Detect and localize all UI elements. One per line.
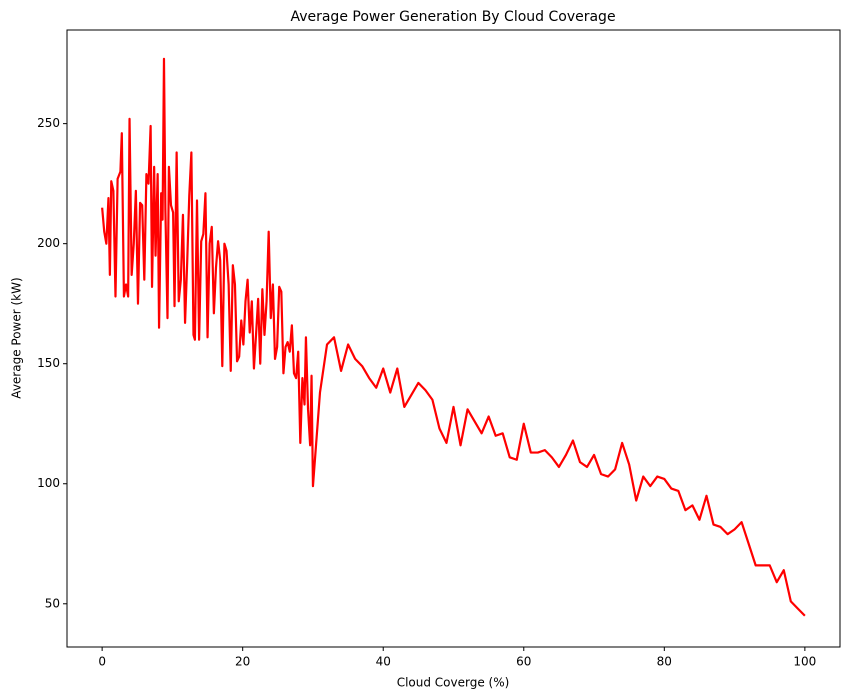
y-axis-label: Average Power (kW) <box>10 277 24 398</box>
x-tick-label: 0 <box>98 655 106 669</box>
x-tick-label: 40 <box>376 655 391 669</box>
y-tick-label: 200 <box>37 236 60 250</box>
x-tick-label: 60 <box>516 655 531 669</box>
x-tick-label: 20 <box>235 655 250 669</box>
chart-title: Average Power Generation By Cloud Covera… <box>290 9 615 25</box>
x-tick-label: 100 <box>793 655 816 669</box>
plot-frame <box>66 29 841 648</box>
y-tick-label: 100 <box>37 476 60 490</box>
y-tick-label: 50 <box>45 596 60 610</box>
y-tick-label: 150 <box>37 356 60 370</box>
x-tick-label: 80 <box>657 655 672 669</box>
x-axis-label: Cloud Coverge (%) <box>397 676 510 690</box>
y-tick-label: 250 <box>37 116 60 130</box>
data-line <box>101 57 806 617</box>
